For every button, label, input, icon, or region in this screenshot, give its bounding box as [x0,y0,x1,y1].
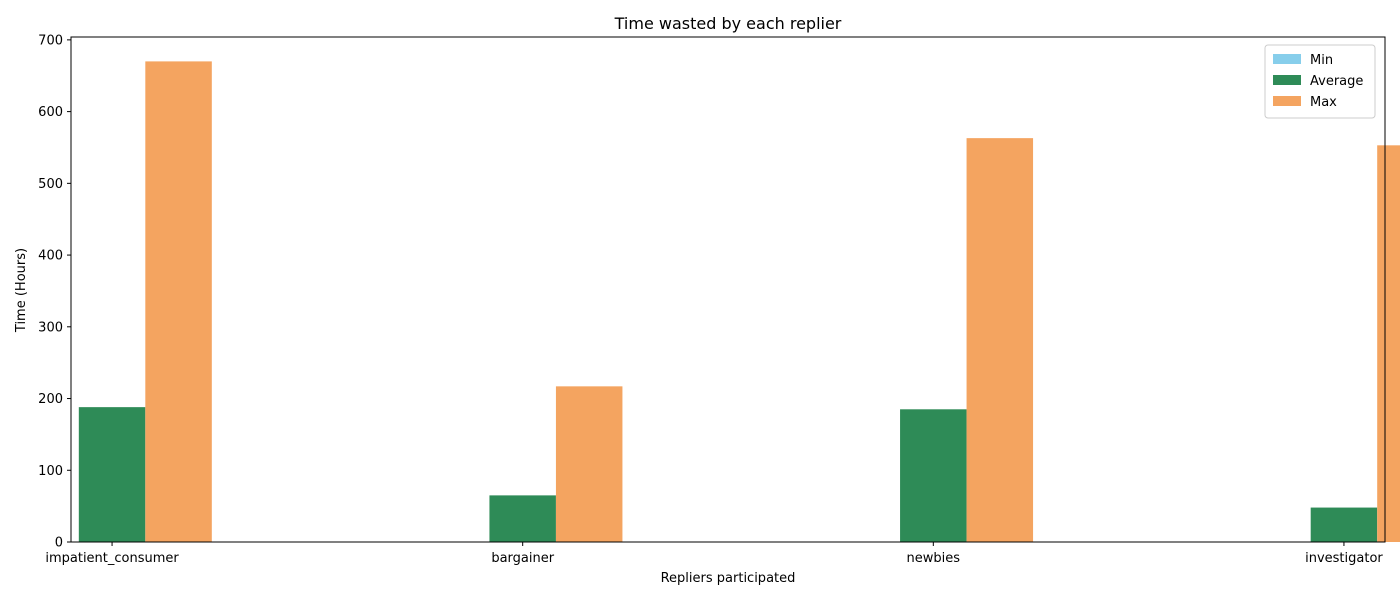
y-tick-label: 500 [38,177,63,192]
bar-max-bargainer [555,386,623,542]
y-tick-label: 600 [38,105,63,120]
y-tick-label: 100 [38,464,63,479]
y-axis-label: Time (Hours) [14,248,29,333]
legend: Min Average Max [1264,44,1376,119]
legend-label-average: Average [1310,74,1363,89]
bar-max-investigator [1377,145,1400,542]
y-tick-label: 300 [38,320,63,335]
x-tick-label: impatient_consumer [45,551,179,566]
bar-average-investigator [1310,507,1378,542]
legend-swatch-max [1273,96,1301,106]
bar-max-newbies [966,138,1034,542]
bar-max-impatient_consumer [145,61,212,542]
bar-average-impatient_consumer [78,407,146,542]
y-tick-label: 0 [55,536,63,551]
y-tick-label: 700 [38,33,63,48]
legend-label-min: Min [1310,53,1333,68]
y-tick-label: 400 [38,249,63,264]
bar-average-bargainer [489,495,556,542]
legend-swatch-average [1273,75,1301,85]
x-tick-label: newbies [907,551,961,566]
bars-layer [78,61,1400,542]
x-axis-label: Repliers participated [661,571,796,586]
legend-label-max: Max [1310,95,1337,110]
bar-average-newbies [900,409,967,542]
plot-frame [70,36,1386,543]
x-axis: impatient_consumer bargainer newbies invest… [45,542,1383,566]
chart-title: Time wasted by each replier [614,14,842,33]
x-tick-label: investigator [1305,551,1383,566]
y-tick-label: 200 [38,392,63,407]
y-axis: 0 100 200 300 400 500 600 700 [38,33,71,551]
x-tick-label: bargainer [491,551,554,566]
legend-swatch-min [1273,54,1301,64]
